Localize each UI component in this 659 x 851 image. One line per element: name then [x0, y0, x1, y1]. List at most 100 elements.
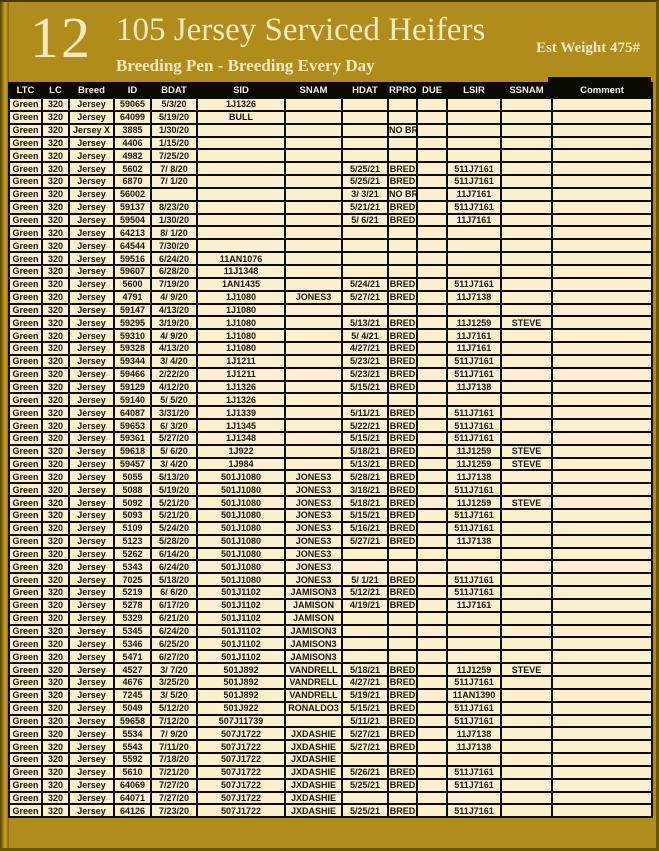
- cell-lsir: 11J1259: [446, 315, 502, 331]
- cell-sid: [196, 199, 286, 215]
- cell-id: 5329: [113, 610, 152, 626]
- cell-id: 5219: [113, 585, 152, 600]
- table-row: Green 320 Jersey 5109 5/24/20 501J1080 JONES3 5…: [8, 520, 653, 536]
- cell-due: [416, 508, 448, 523]
- cell-hdat: 4/27/21: [341, 341, 389, 356]
- cell-breed: Jersey: [68, 520, 115, 536]
- cell-id: 5534: [113, 726, 152, 742]
- cell-snam: JONES3: [284, 289, 343, 305]
- cell-ssnam: [500, 379, 553, 395]
- cell-snam: JAMISON: [284, 610, 343, 626]
- cell-snam: [284, 456, 343, 472]
- cell-due: [416, 533, 448, 549]
- cell-snam: [284, 276, 343, 292]
- cell-due: [416, 482, 448, 498]
- cell-rpro: NO BR: [387, 186, 418, 202]
- cell-sid: 1J1080: [196, 289, 286, 305]
- cell-due: [416, 418, 448, 433]
- cell-comment: [551, 418, 653, 433]
- cell-snam: VANDRELL: [284, 662, 343, 677]
- cell-breed: Jersey: [68, 469, 115, 485]
- cell-id: 5123: [113, 533, 152, 549]
- cell-snam: [284, 405, 343, 421]
- cell-ssnam: [500, 520, 553, 536]
- cell-bdat: 1/30/20: [150, 122, 198, 138]
- cell-lsir: [446, 559, 502, 575]
- cell-hdat: 5/27/21: [341, 726, 389, 742]
- table-row: Green 320 Jersey 64213 8/ 1/20: [8, 225, 653, 241]
- cell-hdat: [341, 790, 389, 806]
- cell-breed: Jersey: [68, 623, 115, 639]
- table-row: Green 320 Jersey 7025 5/18/20 501J1080 JONES3 5…: [8, 572, 653, 588]
- cell-snam: [284, 443, 343, 459]
- cell-id: 5092: [113, 495, 152, 510]
- cell-comment: [551, 328, 653, 344]
- cell-ssnam: [500, 636, 553, 652]
- cell-comment: [551, 443, 653, 459]
- column-header-due: DUE: [416, 82, 448, 99]
- cell-snam: [284, 315, 343, 331]
- cell-lc: 320: [41, 662, 70, 677]
- cell-id: 59310: [113, 328, 152, 344]
- cell-breed: Jersey X: [68, 122, 115, 138]
- cell-id: 4982: [113, 148, 152, 164]
- cell-sid: 507J1722: [196, 777, 286, 793]
- cell-sid: [196, 161, 286, 177]
- cell-hdat: [341, 122, 389, 138]
- cell-snam: [284, 713, 343, 729]
- cell-rpro: BRED: [387, 520, 418, 536]
- table-row: Green 320 Jersey 64544 7/30/20: [8, 238, 653, 254]
- cell-lsir: 11J7138: [446, 726, 502, 742]
- cell-ltc: Green: [8, 251, 43, 266]
- cell-due: [416, 366, 448, 382]
- table-row: Green 320 Jersey 59295 3/19/20 1J1080 5/13/21 B…: [8, 315, 653, 331]
- cell-id: 4676: [113, 674, 152, 690]
- cell-lc: 320: [41, 777, 70, 793]
- cell-lsir: 511J7161: [446, 418, 502, 433]
- cell-breed: Jersey: [68, 341, 115, 356]
- cell-sid: 501J1080: [196, 533, 286, 549]
- cell-rpro: BRED: [387, 482, 418, 498]
- cell-ltc: Green: [8, 289, 43, 305]
- cell-ssnam: [500, 212, 553, 228]
- cell-lc: 320: [41, 533, 70, 549]
- cell-bdat: 5/27/20: [150, 430, 198, 446]
- cell-snam: [284, 341, 343, 356]
- cell-lsir: 511J7161: [446, 174, 502, 189]
- cell-rpro: [387, 636, 418, 652]
- cell-bdat: 3/ 7/20: [150, 662, 198, 677]
- cell-lsir: 511J7161: [446, 585, 502, 600]
- cell-snam: [284, 174, 343, 189]
- cell-snam: JAMISON: [284, 597, 343, 613]
- cell-hdat: [341, 225, 389, 241]
- cell-id: 5610: [113, 764, 152, 780]
- cell-sid: 501J1080: [196, 495, 286, 510]
- cell-due: [416, 790, 448, 806]
- cell-sid: 507J1722: [196, 752, 286, 767]
- cell-due: [416, 700, 448, 716]
- cell-rpro: NO BR: [387, 122, 418, 138]
- table-row: Green 320 Jersey 59516 6/24/20 11AN1076: [8, 251, 653, 266]
- cell-lsir: [446, 135, 502, 151]
- cell-ssnam: [500, 687, 553, 703]
- cell-id: 4527: [113, 662, 152, 677]
- cell-snam: JONES3: [284, 559, 343, 575]
- cell-bdat: 7/25/20: [150, 148, 198, 164]
- cell-hdat: [341, 623, 389, 639]
- cell-rpro: BRED: [387, 739, 418, 755]
- cell-breed: Jersey: [68, 161, 115, 177]
- column-header-rpro: RPRO: [387, 82, 418, 99]
- cell-lc: 320: [41, 366, 70, 382]
- table-row: Green 320 Jersey 59140 5/ 5/20 1J1326: [8, 392, 653, 408]
- cell-lsir: 511J7161: [446, 713, 502, 729]
- cell-rpro: BRED: [387, 687, 418, 703]
- cell-rpro: [387, 238, 418, 254]
- cell-comment: [551, 495, 653, 510]
- cell-sid: [196, 225, 286, 241]
- cell-lc: 320: [41, 752, 70, 767]
- cell-lc: 320: [41, 174, 70, 189]
- table-row: Green 320 Jersey 5534 7/ 9/20 507J1722 JXDASHI…: [8, 726, 653, 742]
- cell-due: [416, 353, 448, 369]
- cell-breed: Jersey: [68, 713, 115, 729]
- cell-sid: 501J922: [196, 700, 286, 716]
